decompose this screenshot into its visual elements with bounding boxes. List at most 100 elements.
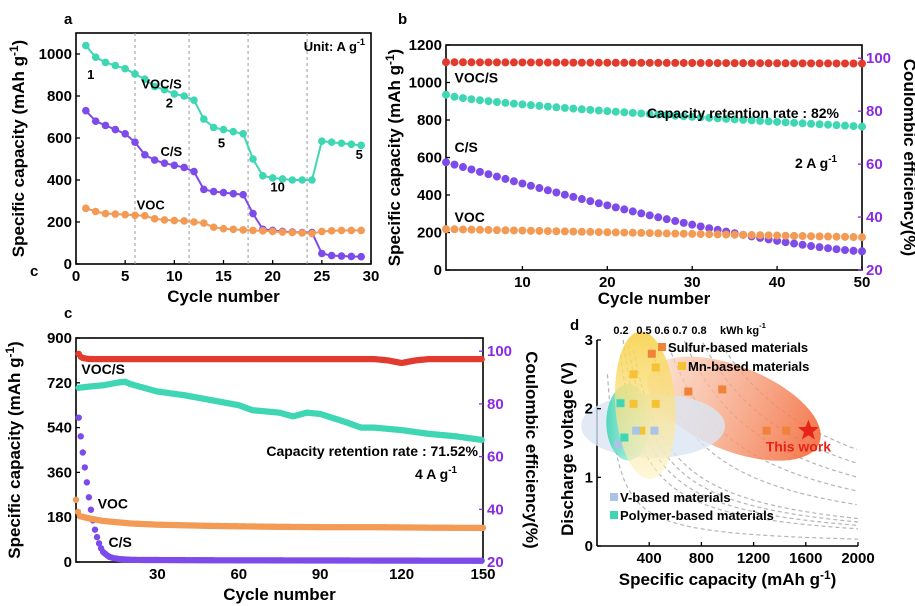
panel-a-series-label: C/S [161,144,183,159]
panel-b-point [696,230,705,239]
panel-b-point [798,240,807,249]
panel-b-point [832,232,841,241]
panel-d-point [651,399,660,408]
panel-a-point [308,176,316,184]
panel-d-ytick-label: 3 [585,332,593,349]
panel-b-xtick-label: 30 [684,274,701,291]
panel-a-point [357,226,365,235]
panel-a-point [141,151,149,159]
panel-b-point [484,170,493,179]
panel-b-point [509,58,518,67]
panel-b-point [484,97,493,106]
panel-b-letter: b [398,11,407,28]
panel-b-point [484,58,493,67]
panel-d-energy-curve [606,374,859,540]
panel-a-point [327,251,336,260]
panel-b-point [841,59,850,68]
panel-a-rate-label: 1 [87,67,94,82]
panel-b-point [526,226,535,235]
panel-d-energy-label: 0.6 [654,325,669,337]
panel-a-point [337,252,346,260]
panel-a-point [259,227,267,235]
panel-a-ytick-label: 1000 [39,46,72,63]
panel-a-point [327,138,336,146]
panel-b-point [637,209,646,218]
panel-d-xlabel: Specific capacity (mAh g-1) [619,568,836,589]
panel-d-energy-curve [668,346,857,492]
panel-a-point [308,229,316,238]
panel-b-xtick-label: 10 [514,274,531,291]
panel-b-point [509,226,518,235]
panel-b-point [764,117,773,126]
panel-d-point [782,426,791,435]
panel-b-point [790,239,799,248]
panel-c-point [479,524,487,532]
panel-c-ylabel: Specific capacity (mAh g-1) [3,341,24,558]
panel-d-point [684,387,693,396]
panel-b-point [832,121,841,130]
panel-d-legend-swatch [610,511,618,519]
panel-a-point [200,115,208,123]
panel-c-ytick-label: 900 [47,330,72,347]
panel-b-point [543,58,552,67]
panel-c-point [79,449,86,456]
panel-c-xtick-label: 90 [312,566,329,583]
panel-b-point [586,197,595,206]
panel-b-point [577,195,586,204]
panel-b-point [501,174,510,183]
panel-c-xtick-label: 30 [149,566,166,583]
panel-a-point [160,159,169,167]
panel-b-point [501,98,510,107]
panel-d-point [650,426,659,435]
panel-a-series-label: VOC/S [141,77,182,92]
panel-b-ytick-right-label: 60 [866,156,883,173]
panel-b-point [858,233,866,242]
panel-b-point [535,101,544,110]
panel-b-ytick-right-label: 40 [866,209,883,226]
panel-b-point [594,106,603,115]
panel-b-point [586,105,595,114]
panel-d-legend-label: Sulfur-based materials [668,340,808,355]
panel-d-xtick-label: 800 [689,550,714,567]
panel-b-point [543,186,552,195]
panel-a-point [190,218,198,226]
panel-c-xtick-label: 60 [230,566,247,583]
panel-b-point [705,113,714,122]
panel-b-point [645,110,654,119]
panel-c-ytick-label: 0 [64,554,72,571]
panel-b-ytick-label: 800 [417,112,442,129]
panel-d-energy-label: 0.7 [672,325,687,337]
panel-b-point [832,245,841,254]
panel-b-point [807,59,816,68]
panel-b-point [475,167,484,176]
panel-d-mn-region [614,331,676,480]
panel-b-point [679,112,688,121]
panel-c-ytick-label: 720 [47,375,72,392]
panel-b-point [824,244,833,253]
panel-b-point [603,107,612,116]
panel-b-point [756,231,765,240]
panel-a-point [101,58,110,67]
panel-b-point [458,163,467,172]
panel-a-ylabel: Specific capacity (mAh g-1) [7,40,28,257]
panel-b-point [611,203,620,212]
panel-b-point [662,111,671,120]
panel-a-point [229,189,238,198]
panel-a-point [318,227,326,236]
panel-b-point [858,59,866,68]
panel-b-point [475,58,484,67]
panel-a-point [357,252,365,261]
panel-a-point [219,125,228,134]
panel-a-xtick-label: 20 [264,268,281,285]
panel-a-point [239,226,247,234]
panel-d-ylabel: Discharge voltage (V) [558,362,577,536]
panel-c-ytick-right-label: 40 [487,501,504,518]
panel-b-point [628,228,637,237]
panel-d-energy-label: 0.2 [613,325,628,337]
panel-b-ytick-right-label: 80 [866,103,883,120]
panel-a-point [249,155,257,163]
panel-a-point [239,190,247,199]
panel-b-xtick-label: 20 [599,274,616,291]
panel-b-point [798,232,807,241]
panel-b-point [526,181,535,190]
